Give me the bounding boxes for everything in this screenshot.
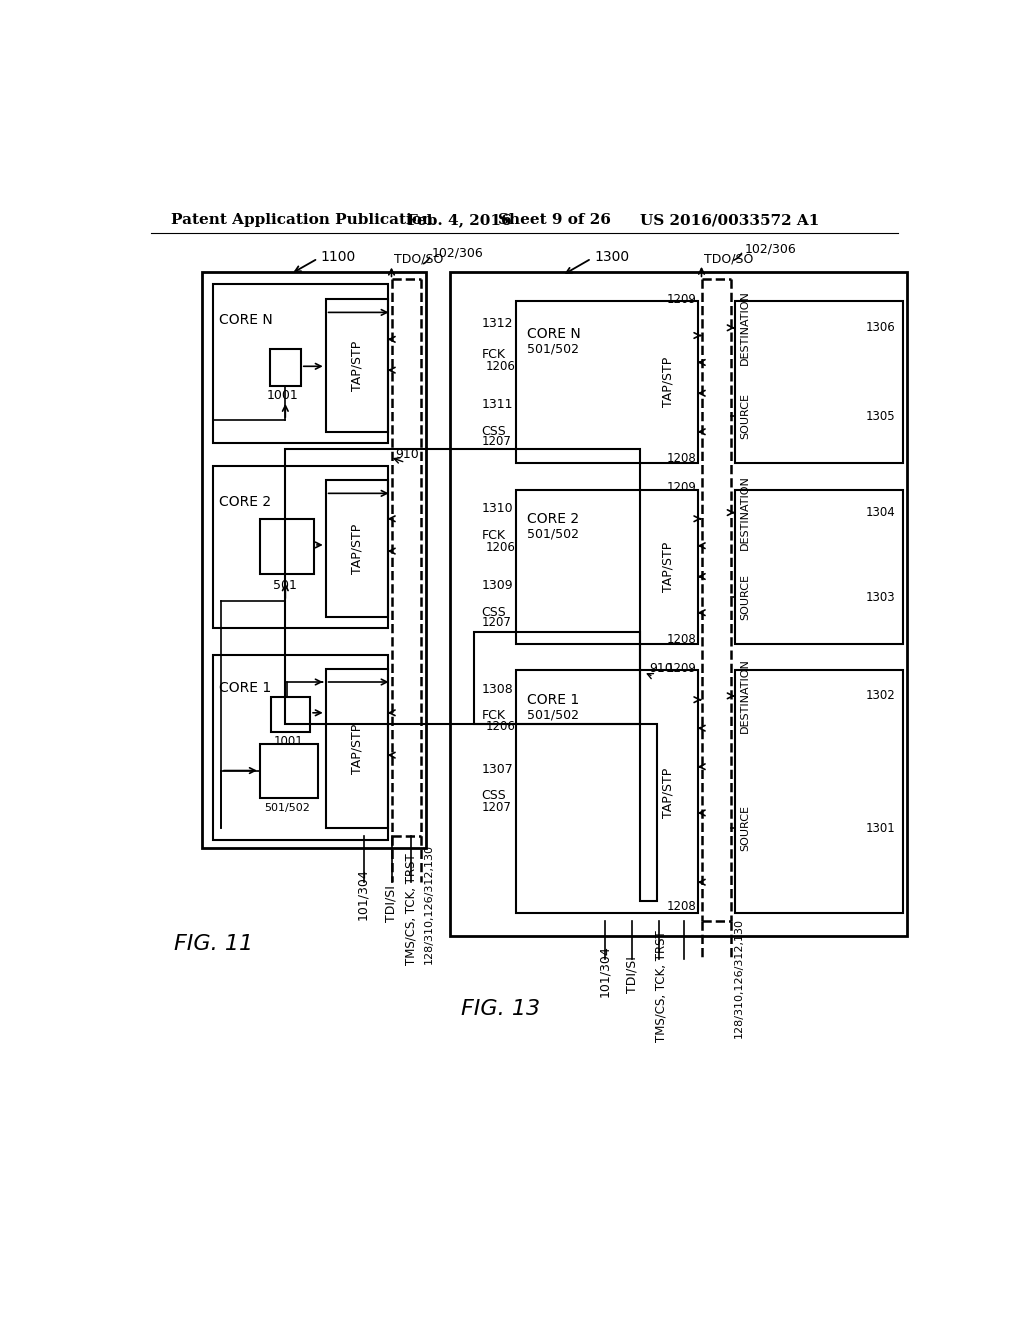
Text: TAP/STP: TAP/STP [350, 341, 364, 391]
Text: CORE 2: CORE 2 [527, 512, 580, 525]
Text: 1301: 1301 [865, 822, 895, 834]
Text: Patent Application Publication: Patent Application Publication [171, 213, 432, 227]
Text: 1304: 1304 [865, 506, 895, 519]
Text: 102/306: 102/306 [432, 247, 483, 260]
Text: Feb. 4, 2016: Feb. 4, 2016 [407, 213, 512, 227]
Text: TMS/CS, TCK, TRST: TMS/CS, TCK, TRST [404, 853, 418, 965]
Text: 501/502: 501/502 [527, 528, 580, 541]
Text: DESTINATION: DESTINATION [740, 475, 751, 550]
Text: 1001: 1001 [273, 735, 303, 748]
Text: 1208: 1208 [667, 453, 696, 465]
Text: 501/502: 501/502 [527, 343, 580, 356]
Text: 1207: 1207 [481, 616, 511, 630]
Text: TDI/SI: TDI/SI [385, 886, 398, 923]
Text: Sheet 9 of 26: Sheet 9 of 26 [499, 213, 611, 227]
Text: 102/306: 102/306 [744, 243, 797, 256]
Text: 910: 910 [395, 449, 419, 462]
Text: 1300: 1300 [595, 249, 630, 264]
Text: TAP/STP: TAP/STP [662, 543, 675, 593]
Text: 1208: 1208 [667, 900, 696, 913]
Text: 1209: 1209 [667, 482, 696, 495]
Text: CORE 2: CORE 2 [219, 495, 271, 508]
Text: 101/304: 101/304 [598, 945, 611, 997]
Text: 501: 501 [273, 579, 297, 593]
Text: 128/310,126/312,130: 128/310,126/312,130 [734, 919, 743, 1039]
Text: CORE 1: CORE 1 [219, 681, 271, 696]
Text: 1206: 1206 [486, 360, 516, 372]
Text: SOURCE: SOURCE [740, 393, 751, 440]
Text: 1302: 1302 [865, 689, 895, 702]
Text: 128/310,126/312,130: 128/310,126/312,130 [424, 843, 434, 964]
Text: 1206: 1206 [486, 721, 516, 733]
Text: TMS/CS, TCK, TRST: TMS/CS, TCK, TRST [654, 931, 668, 1041]
Text: CSS: CSS [481, 425, 506, 438]
Text: 1306: 1306 [865, 321, 895, 334]
Text: 1001: 1001 [267, 389, 299, 403]
Text: 910: 910 [649, 663, 674, 676]
Text: 1309: 1309 [481, 579, 513, 593]
Text: 1311: 1311 [481, 399, 513, 412]
Text: 1308: 1308 [481, 684, 513, 696]
Text: 1208: 1208 [667, 634, 696, 647]
Text: 1307: 1307 [481, 763, 513, 776]
Text: 1209: 1209 [667, 663, 696, 676]
Text: 1206: 1206 [486, 541, 516, 554]
Text: TDO/SO: TDO/SO [394, 252, 443, 265]
Text: 1207: 1207 [481, 801, 511, 814]
Text: 1305: 1305 [865, 409, 895, 422]
Text: DESTINATION: DESTINATION [740, 659, 751, 734]
Text: CORE 1: CORE 1 [527, 693, 580, 706]
Text: 501/502: 501/502 [264, 803, 310, 813]
Text: 1312: 1312 [481, 317, 513, 330]
Text: 1303: 1303 [865, 591, 895, 603]
Text: TDI/SI: TDI/SI [626, 956, 638, 993]
Text: TDO/SO: TDO/SO [703, 252, 754, 265]
Text: 501/502: 501/502 [527, 709, 580, 722]
Text: TAP/STP: TAP/STP [350, 524, 364, 574]
Text: CSS: CSS [481, 606, 506, 619]
Text: 1310: 1310 [481, 502, 513, 515]
Text: FCK: FCK [481, 529, 506, 543]
Text: FIG. 13: FIG. 13 [461, 999, 541, 1019]
Text: 1207: 1207 [481, 436, 511, 449]
Text: CORE N: CORE N [527, 327, 581, 341]
Text: 1100: 1100 [321, 249, 355, 264]
Text: 1209: 1209 [667, 293, 696, 306]
Text: SOURCE: SOURCE [740, 574, 751, 620]
Text: CSS: CSS [481, 789, 506, 803]
Text: FCK: FCK [481, 709, 506, 722]
Text: 101/304: 101/304 [356, 867, 370, 920]
Text: FIG. 11: FIG. 11 [174, 933, 254, 954]
Text: US 2016/0033572 A1: US 2016/0033572 A1 [640, 213, 819, 227]
Text: CORE N: CORE N [219, 313, 273, 327]
Text: DESTINATION: DESTINATION [740, 290, 751, 366]
Text: SOURCE: SOURCE [740, 805, 751, 851]
Text: TAP/STP: TAP/STP [662, 356, 675, 407]
Text: FCK: FCK [481, 348, 506, 362]
Text: TAP/STP: TAP/STP [662, 768, 675, 818]
Text: TAP/STP: TAP/STP [350, 723, 364, 774]
